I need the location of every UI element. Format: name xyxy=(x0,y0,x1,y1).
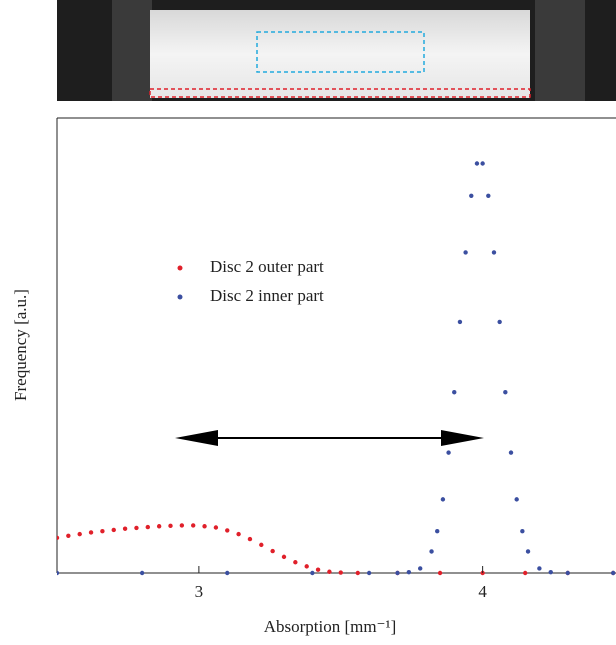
legend-marker xyxy=(177,265,183,271)
legend-label: Disc 2 outer part xyxy=(210,257,324,276)
point xyxy=(503,390,508,395)
point xyxy=(610,570,616,576)
point xyxy=(77,531,82,537)
point xyxy=(57,535,60,541)
point xyxy=(548,569,553,575)
y-axis-label: Frequency [a.u.] xyxy=(11,289,30,401)
point xyxy=(122,526,128,531)
point xyxy=(225,528,230,533)
point xyxy=(457,319,463,325)
point xyxy=(463,250,468,255)
point xyxy=(225,570,230,576)
x-axis-label: Absorption [mm⁻¹] xyxy=(264,617,397,636)
legend-marker xyxy=(177,294,183,300)
sample-image xyxy=(57,0,616,101)
point xyxy=(293,560,298,565)
point xyxy=(537,566,542,571)
point xyxy=(315,567,321,572)
point xyxy=(304,564,309,569)
point xyxy=(213,525,219,530)
points xyxy=(57,161,616,576)
point xyxy=(508,450,514,455)
point xyxy=(491,250,497,255)
point xyxy=(437,570,443,576)
point xyxy=(355,570,360,576)
point xyxy=(100,529,105,534)
point xyxy=(191,523,196,528)
point xyxy=(446,450,451,455)
point xyxy=(486,193,491,198)
point xyxy=(418,566,423,571)
point xyxy=(156,524,162,529)
point xyxy=(366,570,372,576)
point xyxy=(338,570,343,575)
legend-label: Disc 2 inner part xyxy=(210,286,324,305)
point xyxy=(270,548,275,554)
point xyxy=(66,533,71,538)
point xyxy=(497,319,502,325)
x-tick-label: 3 xyxy=(195,582,204,601)
point xyxy=(435,529,440,534)
point xyxy=(514,497,519,502)
axes xyxy=(56,117,616,574)
point xyxy=(520,529,525,534)
point xyxy=(474,161,480,166)
x-tick-label: 4 xyxy=(478,582,487,601)
range-arrow xyxy=(175,430,484,446)
point xyxy=(525,549,531,554)
point xyxy=(522,570,528,576)
point xyxy=(452,390,457,395)
point xyxy=(480,161,485,166)
point xyxy=(395,570,400,576)
point xyxy=(139,570,145,576)
point xyxy=(565,570,570,576)
point xyxy=(327,569,332,574)
point xyxy=(111,527,116,533)
point xyxy=(310,570,315,576)
point xyxy=(134,525,139,531)
point xyxy=(179,523,185,528)
point xyxy=(88,530,94,535)
point xyxy=(202,524,207,529)
point xyxy=(236,531,241,537)
point xyxy=(440,497,446,502)
point xyxy=(259,542,264,548)
point xyxy=(168,523,173,529)
point xyxy=(281,554,287,560)
point xyxy=(429,549,434,554)
point xyxy=(406,569,412,575)
point xyxy=(145,524,151,530)
point xyxy=(57,570,60,576)
point xyxy=(469,193,474,198)
point xyxy=(247,536,253,542)
